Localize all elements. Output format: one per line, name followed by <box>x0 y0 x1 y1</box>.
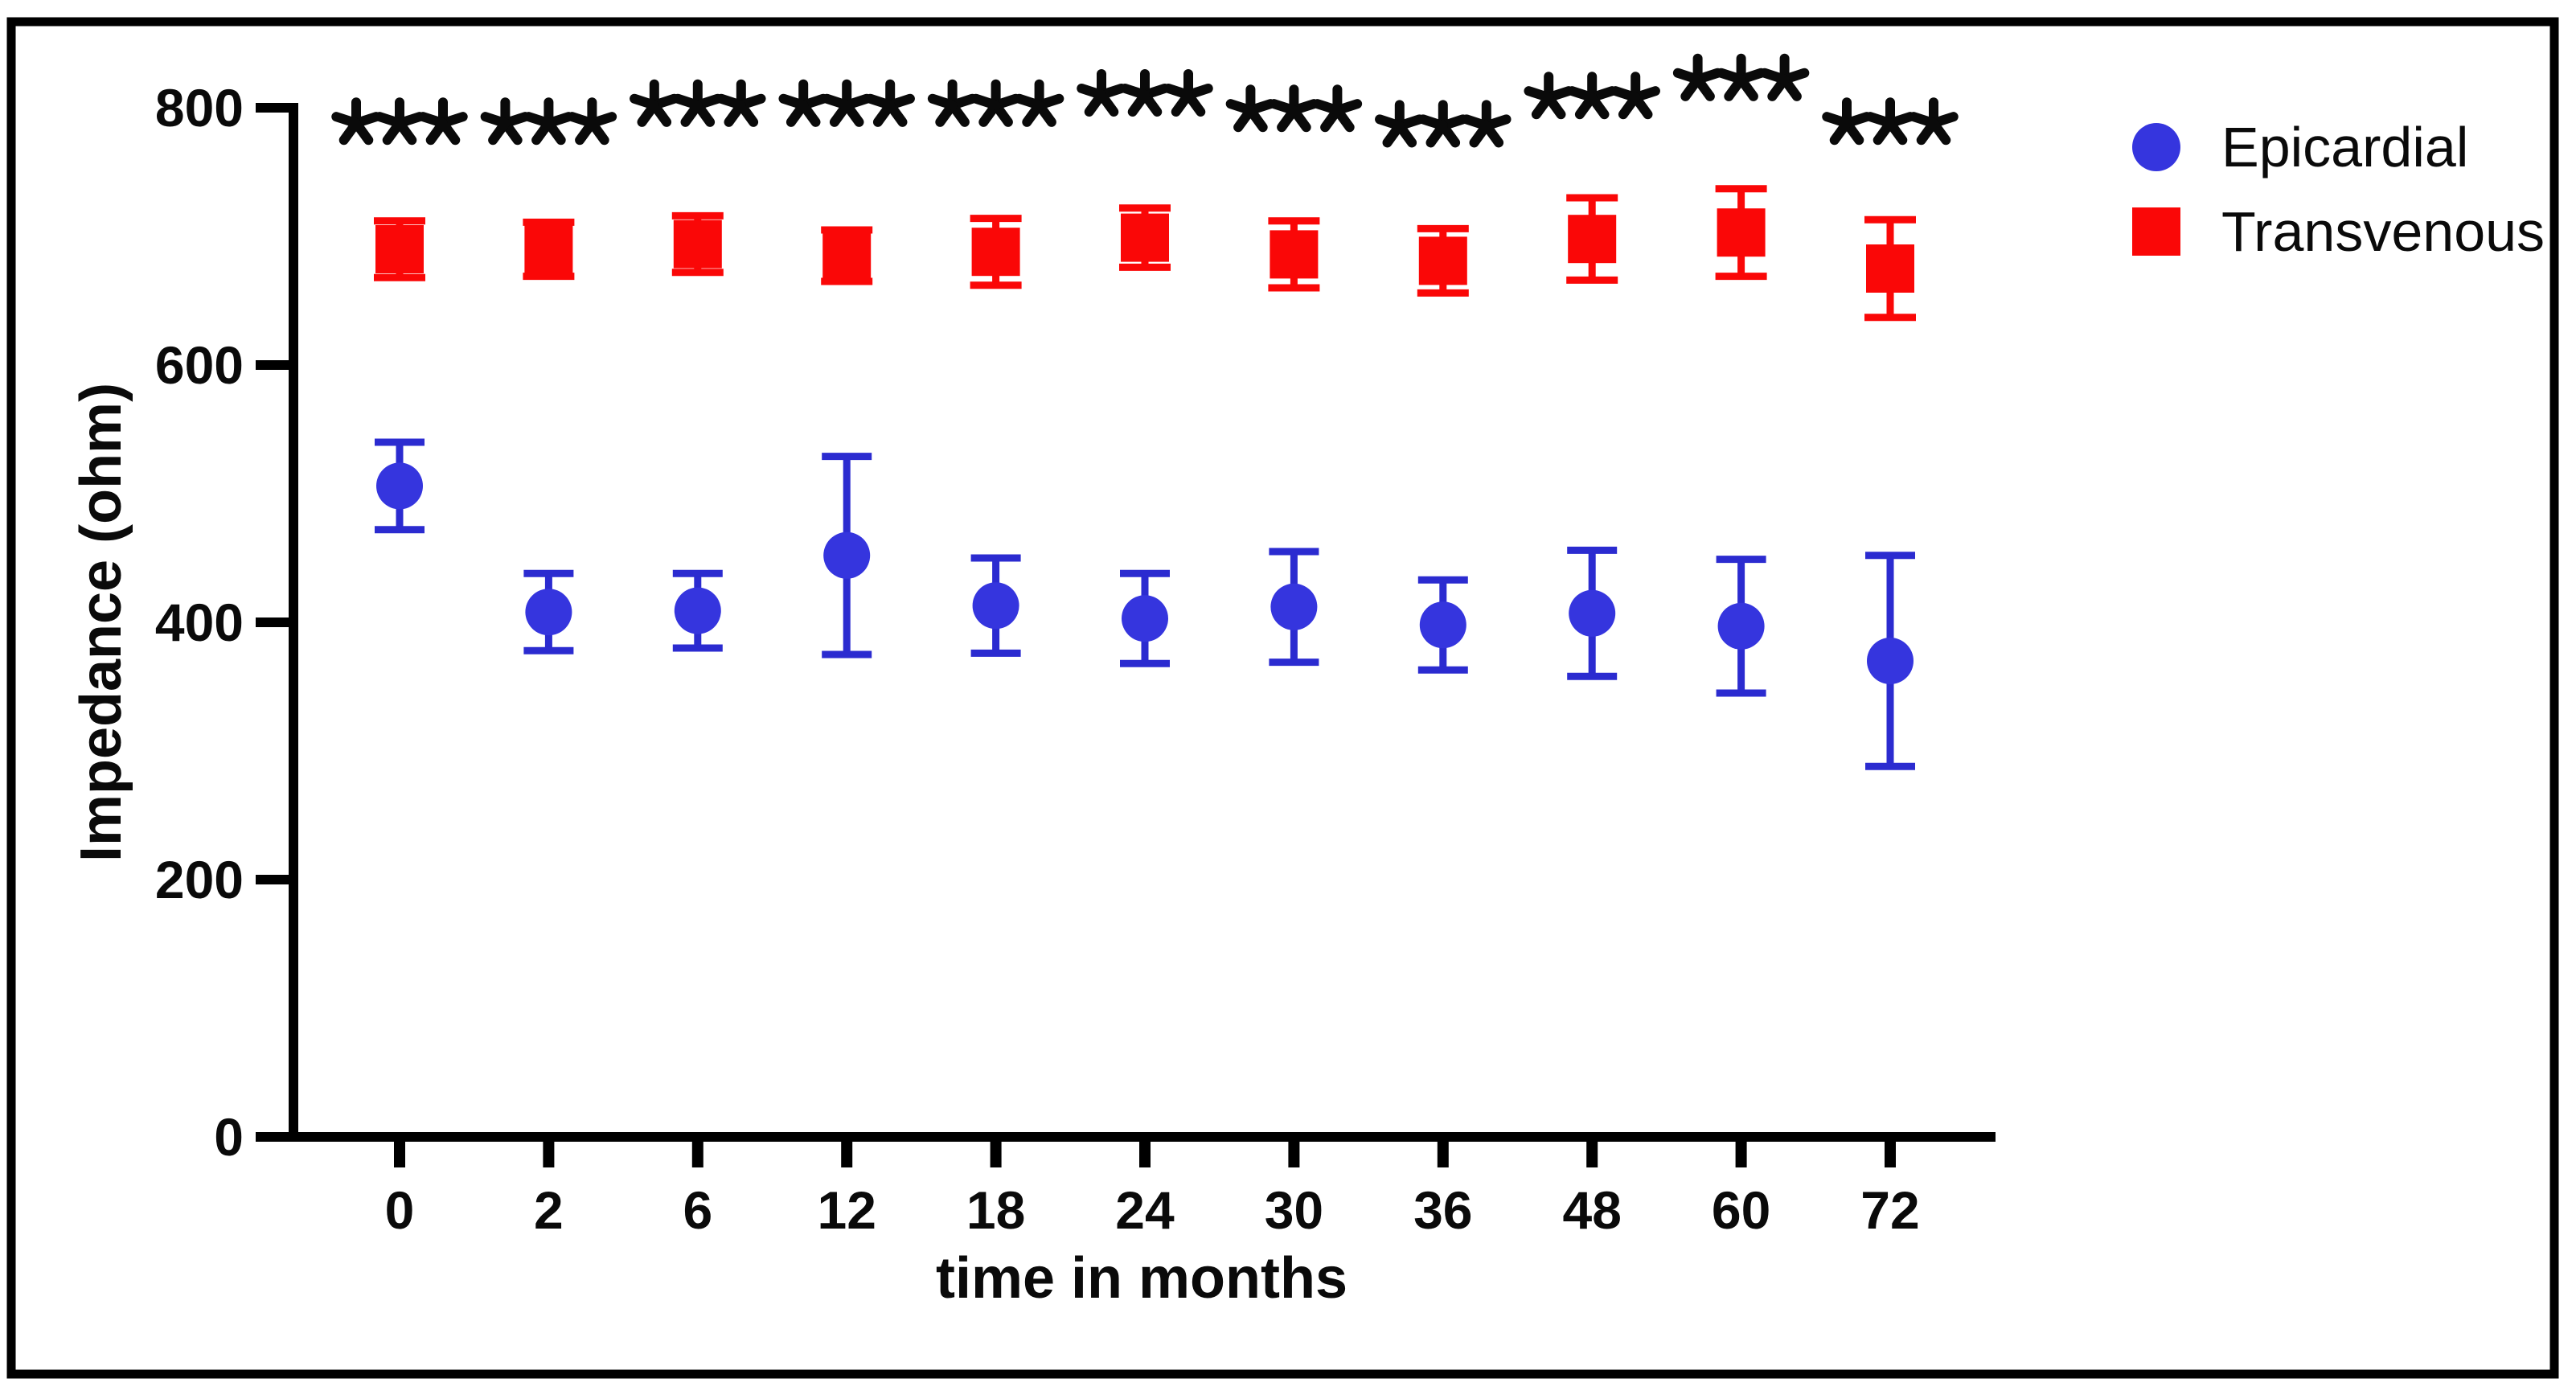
star-spoke <box>1163 83 1193 100</box>
legend-marker-circle <box>2132 123 2180 171</box>
significance-stars <box>1672 53 1810 101</box>
data-point-circle-epicardial <box>674 587 721 634</box>
x-tick-label: 0 <box>385 1180 415 1240</box>
data-point-circle-epicardial <box>376 462 423 510</box>
x-tick-label: 30 <box>1265 1180 1323 1240</box>
star-spoke <box>1909 112 1938 129</box>
star-spoke <box>375 112 404 129</box>
significance-stars <box>778 79 915 127</box>
x-tick-label: 72 <box>1860 1180 1919 1240</box>
star-spoke <box>418 112 448 129</box>
data-point-circle-epicardial <box>1569 589 1616 637</box>
star-spoke <box>970 93 1001 110</box>
star-spoke <box>673 93 703 110</box>
y-tick-label: 200 <box>155 850 244 909</box>
y-tick-label: 600 <box>155 335 244 395</box>
star-spoke <box>716 93 746 110</box>
x-tick-label: 48 <box>1562 1180 1621 1240</box>
data-point-square-transvenous <box>673 220 722 269</box>
star-spoke <box>1120 83 1150 100</box>
star-spoke <box>630 93 659 110</box>
star-spoke <box>1418 114 1448 131</box>
legend-markers <box>2132 123 2180 256</box>
star-spoke <box>1567 86 1598 103</box>
x-tick-label: 12 <box>817 1180 876 1240</box>
x-tick-label: 36 <box>1413 1180 1472 1240</box>
data-point-square-transvenous <box>822 232 872 280</box>
legend-label-epicardial: Epicardial <box>2221 116 2468 178</box>
significance-stars <box>1822 97 1959 146</box>
data-point-circle-epicardial <box>823 531 871 579</box>
star-spoke <box>927 93 958 110</box>
legend-marker-square <box>2132 207 2180 256</box>
data-point-circle-epicardial <box>1419 601 1466 649</box>
x-tick-label: 2 <box>534 1180 564 1240</box>
y-tick-label: 0 <box>214 1107 244 1167</box>
data-points-layer <box>375 208 1914 684</box>
significance-stars <box>1077 69 1213 117</box>
x-tick-label: 6 <box>683 1180 712 1240</box>
star-spoke <box>523 112 554 129</box>
significance-stars <box>1524 72 1660 120</box>
data-point-square-transvenous <box>375 225 424 273</box>
data-point-circle-epicardial <box>1270 583 1318 630</box>
data-point-circle-epicardial <box>525 589 572 636</box>
star-spoke <box>567 112 597 129</box>
star-spoke <box>1822 112 1852 129</box>
star-spoke <box>1759 68 1790 84</box>
error-bars-layer <box>374 185 1916 770</box>
y-axis-title: Impedance (ohm) <box>69 383 133 862</box>
figure-border <box>6 17 2559 1379</box>
significance-stars <box>480 97 617 146</box>
star-spoke <box>1865 112 1895 129</box>
significance-stars <box>1225 84 1363 133</box>
star-spoke <box>1312 99 1343 116</box>
star-spoke <box>1077 83 1106 100</box>
data-point-circle-epicardial <box>1867 638 1914 684</box>
star-spoke <box>778 93 809 110</box>
significance-stars <box>927 79 1064 127</box>
star-spoke <box>822 93 852 110</box>
x-tick-label: 24 <box>1115 1180 1175 1240</box>
data-point-circle-epicardial <box>972 582 1019 630</box>
star-spoke <box>865 93 896 110</box>
star-spoke <box>1225 99 1256 116</box>
significance-stars <box>331 97 468 146</box>
data-point-square-transvenous <box>1418 236 1467 285</box>
data-point-square-transvenous <box>1568 215 1617 264</box>
legend-label-transvenous: Transvenous <box>2221 200 2545 263</box>
significance-stars <box>1375 100 1512 148</box>
legend: Epicardial Transvenous <box>2132 116 2545 263</box>
data-point-square-transvenous <box>971 228 1020 277</box>
data-point-square-transvenous <box>524 225 573 273</box>
star-spoke <box>1524 86 1554 103</box>
data-point-square-transvenous <box>1121 213 1169 262</box>
star-spoke <box>1014 93 1044 110</box>
star-spoke <box>331 112 361 129</box>
star-spoke <box>1269 99 1299 116</box>
x-tick-label: 60 <box>1712 1180 1770 1240</box>
data-point-square-transvenous <box>1717 208 1766 257</box>
axes: 0 200 400 600 800 0 2 6 12 18 24 30 36 48 60 72 <box>155 78 1996 1240</box>
star-spoke <box>1462 114 1491 131</box>
x-axis-title: time in months <box>936 1246 1347 1311</box>
significance-stars-layer <box>331 53 1959 148</box>
star-spoke <box>1610 86 1641 103</box>
significance-stars <box>630 79 766 127</box>
star-spoke <box>1375 114 1405 131</box>
x-tick-label: 18 <box>966 1180 1025 1240</box>
star-spoke <box>480 112 511 129</box>
star-spoke <box>1672 68 1703 84</box>
data-point-square-transvenous <box>1270 230 1319 279</box>
data-point-circle-epicardial <box>1717 602 1765 650</box>
y-tick-label: 400 <box>155 593 244 652</box>
data-point-square-transvenous <box>1866 244 1914 293</box>
data-point-circle-epicardial <box>1122 595 1168 642</box>
star-spoke <box>1716 68 1746 84</box>
y-tick-label: 800 <box>155 78 244 137</box>
